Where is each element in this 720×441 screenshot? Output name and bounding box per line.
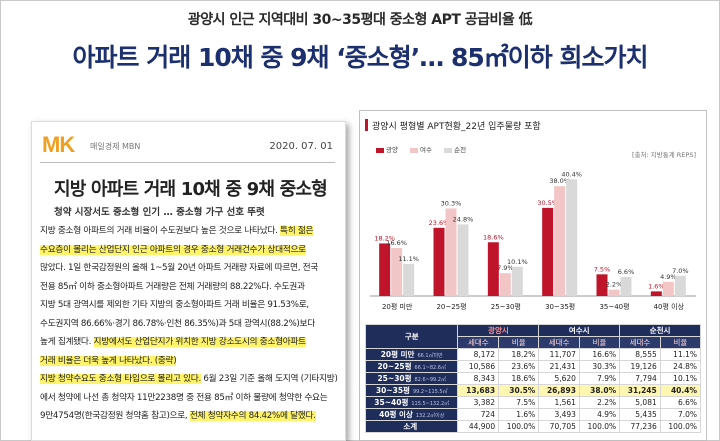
bar [391, 248, 403, 296]
mk-logo-subtitle: 매일경제 MBN [90, 142, 141, 151]
data-label: 10.1% [507, 258, 528, 266]
table-header: 순천시 [619, 324, 701, 337]
headline: 아파트 거래 10채 중 9채 ‘중소형’… 85㎡이하 희소가치 [72, 43, 649, 72]
bar [608, 289, 620, 296]
article-line: 수요층이 몰리는 산업단지 인근 아파트의 경우 중소형 거래건수가 상대적으로 [40, 244, 306, 255]
mk-logo: MK [42, 132, 75, 157]
category-label: 25~30평 [491, 302, 521, 311]
data-label: 1.6% [648, 282, 665, 290]
data-label: 23.6% [429, 219, 450, 227]
data-label: 16.6% [386, 239, 407, 247]
supply-table: 구분 광양시 여수시 순천시 세대수 비율 세대수 비율 세대수 비율 20평 … [364, 324, 702, 433]
table-header: 구분 [364, 324, 459, 349]
table-header: 여수시 [538, 324, 621, 337]
data-label: 2.2% [606, 281, 623, 289]
article-line: 지방 중소형 아파트의 거래 비율이 수도권보다 높은 것으로 나타났다. 특히… [40, 226, 314, 236]
article-line: 지방 5대 광역시를 제외한 기타 지방의 중소형아파트 거래 비율은 91.5… [40, 300, 309, 310]
table-header: 비율 [578, 336, 621, 349]
article-body: 지방 중소형 아파트의 거래 비율이 수도권보다 높은 것으로 나타났다. 특히… [40, 222, 340, 426]
data-label: 4.9% [660, 273, 677, 281]
data-label: 30.5% [537, 199, 558, 207]
article-date: 2020. 07. 01 [269, 141, 333, 152]
data-label: 7.0% [672, 267, 689, 275]
data-label: 18.6% [483, 233, 504, 241]
article-line: 지방 청약수요도 중소형 타입으로 몰리고 있다. 6월 23일 기준 올해 도… [40, 374, 338, 384]
bar [445, 208, 457, 296]
table-row: 35~40평 115.5~132.2㎡ 3,382 7.5% 1,561 2.2% 5,08… [364, 396, 702, 409]
article-title: 지방 아파트 거래 10채 중 9채 중소형 [54, 179, 328, 200]
data-label: 7.9% [497, 264, 514, 272]
legend-item: 광양 [376, 144, 398, 154]
category-label: 30~35평 [545, 302, 575, 311]
table-row: 25~30평 82.6~99.2㎡ 8,343 18.6% 5,620 7.9% 7,794… [364, 372, 702, 385]
table-row: 40평 이상 132.2㎡이상 724 1.6% 3,493 4.9% 5,435 7.0% [364, 408, 702, 421]
table-row: 소계 44,900 100.0% 70,705 100.0% 77,236 100.0% [364, 420, 702, 433]
category-label: 20~25평 [436, 302, 466, 311]
legend-item: 여수 [410, 144, 432, 154]
bar [542, 207, 554, 296]
news-article-clipping: MK 매일경제 MBN 2020. 07. 01 지방 아파트 거래 10채 중… [31, 121, 346, 441]
data-label: 6.6% [618, 268, 635, 276]
subheadline: 광양시 인근 지역대비 30~35평대 중소형 APT 공급비율 低 [187, 12, 533, 28]
category-label: 40평 이상 [654, 302, 685, 311]
data-label: 30.3% [441, 199, 462, 207]
statistics-panel: 광양시 평형별 APT현황_22년 입주물량 포함 광양 여수 순천 [출처: … [359, 110, 707, 441]
bar [433, 227, 445, 296]
bar [566, 179, 578, 296]
bar [596, 274, 608, 296]
table-row-highlighted: 30~35평 99.2~115.5㎡ 13,683 30.5% 26,893 38.0% 3… [364, 384, 702, 397]
bar [620, 276, 632, 296]
legend-item: 순천 [444, 144, 466, 154]
bar [499, 273, 511, 296]
table-header: 세대수 [457, 336, 500, 349]
table-header-row: 구분 광양시 여수시 순천시 [364, 324, 701, 349]
chart-legend: 광양 여수 순천 [376, 144, 476, 154]
bar [650, 291, 662, 296]
article-line: 높게 집계됐다. 지방에서도 산업단지가 위치한 지방 강소도시의 중소형아파트 [40, 337, 306, 347]
article-subtitle: 청약 시장서도 중소형 인기 … 중소형 가구 선호 뚜렷 [54, 207, 265, 218]
bar [662, 281, 674, 296]
bar [674, 275, 686, 296]
data-label: 24.8% [453, 215, 474, 223]
table-header: 광양시 [457, 324, 540, 337]
data-label: 11.1% [398, 255, 419, 263]
article-divider [40, 162, 335, 163]
data-label: 38.0% [549, 177, 570, 185]
panel-title: 광양시 평형별 APT현황_22년 입주물량 포함 [372, 122, 541, 132]
bar [457, 224, 469, 296]
table-row: 20평 미만 66.1㎡미만 8,172 18.2% 11,707 16.6% 8,555 1… [364, 348, 702, 361]
bar-chart: 18.2%16.6% 11.1% 20평 미만 23.6% 30.3% 24.8% 20~2… [370, 170, 696, 311]
table-header: 비율 [659, 336, 702, 349]
article-line: 에서 청약에 나선 총 청약자 11만2238명 중 전용 85㎡ 이하 물량에… [40, 392, 328, 403]
article-line: 거래 비율은 더욱 높게 나타났다. (중략) [40, 355, 177, 366]
data-label: 18.2% [374, 234, 395, 242]
bar [554, 186, 566, 296]
table-header: 세대수 [538, 336, 580, 349]
bar [403, 263, 415, 296]
category-label: 20평 미만 [382, 302, 413, 311]
data-label: 7.5% [594, 265, 611, 273]
bar [379, 243, 391, 296]
article-line: 전용 85㎡ 이하 중소형아파트 거래량은 전체 거래량의 88.22%다. 수… [40, 281, 305, 292]
data-label: 40.4% [561, 170, 582, 178]
panel-title-marker [365, 119, 368, 131]
table-row: 20~25평 66.1~82.6㎡ 10,586 23.6% 21,431 30.3% 19… [364, 360, 702, 373]
bar [511, 266, 523, 296]
table-header: 비율 [498, 336, 540, 349]
bar [487, 242, 499, 296]
table-subheader-row: 세대수 비율 세대수 비율 세대수 비율 [366, 336, 702, 349]
article-line: 수도권지역 86.66%·경기 86.78%·인천 86.35%)과 5대 광역… [40, 318, 315, 329]
category-label: 35~40평 [599, 302, 629, 311]
article-line: 9만4754명(한국감정원 청약홈 참고)으로, 전체 청약자수의 84.42%… [40, 411, 316, 421]
chart-unit: [출처: 지방통계 REPS] [632, 151, 696, 159]
table-header: 세대수 [619, 336, 661, 349]
article-line: 많았다. 1일 한국감정원의 올해 1~5월 20년 아파트 거래량 자료에 따… [40, 263, 319, 273]
